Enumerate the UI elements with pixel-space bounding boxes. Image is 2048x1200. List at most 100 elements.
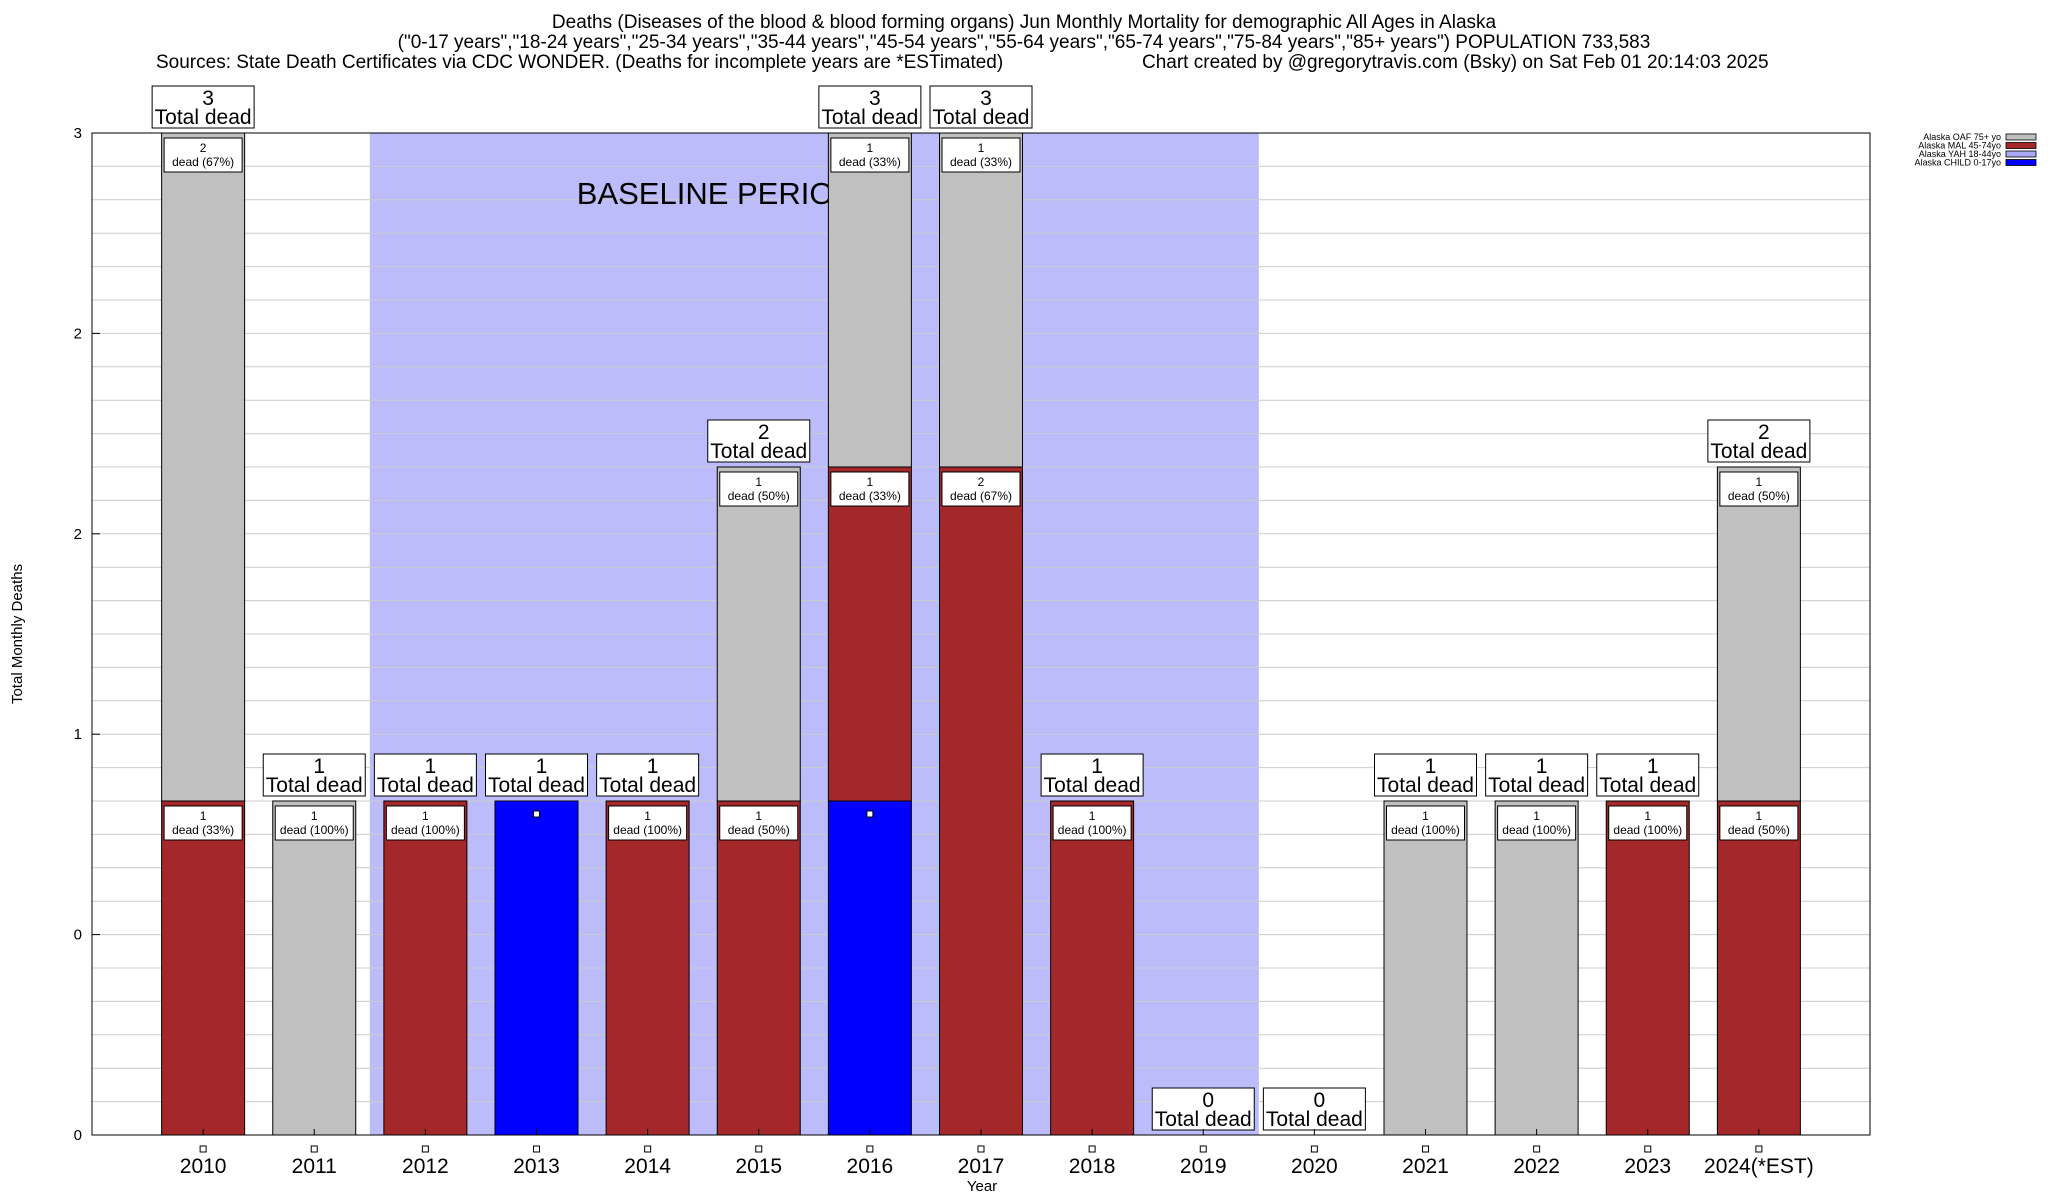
segment-label-count: 1 bbox=[311, 809, 318, 823]
x-tick-marker bbox=[533, 1145, 540, 1153]
segment-label-pct: dead (100%) bbox=[613, 823, 682, 837]
legend-entry-label: Alaska YAH 18-44yo bbox=[1919, 149, 2001, 159]
segment-label-box bbox=[1052, 805, 1132, 841]
segment-label-pct: dead (100%) bbox=[1502, 823, 1571, 837]
total-label-count: 3 bbox=[869, 87, 881, 110]
total-label-box bbox=[1040, 753, 1144, 797]
x-tick-marker bbox=[1310, 1145, 1318, 1153]
segment-label-box bbox=[941, 137, 1021, 173]
total-label-box bbox=[1262, 1087, 1366, 1131]
baseline-period-label: BASELINE PERIOD bbox=[577, 176, 856, 211]
total-label-count: 0 bbox=[1202, 1089, 1214, 1112]
total-label-text: Total dead bbox=[933, 106, 1030, 129]
segment-label-pct: dead (100%) bbox=[1613, 823, 1682, 837]
segment-label-pct: dead (100%) bbox=[391, 823, 460, 837]
total-label-count: 1 bbox=[1091, 755, 1103, 778]
total-label-box bbox=[151, 85, 255, 129]
y-axis-label: Total Monthly Deaths bbox=[9, 564, 26, 704]
legend-swatch bbox=[2005, 142, 2037, 149]
segment-label-box bbox=[941, 471, 1021, 507]
total-label-box bbox=[1596, 753, 1700, 797]
total-label-count: 1 bbox=[1536, 755, 1548, 778]
segment-label-box bbox=[1719, 471, 1799, 507]
total-label-text: Total dead bbox=[377, 774, 474, 797]
x-tick-marker bbox=[1644, 1145, 1652, 1153]
segment-label-pct: dead (33%) bbox=[839, 155, 901, 169]
y-tick-label: 1 bbox=[74, 726, 82, 743]
bar-segment bbox=[1383, 800, 1468, 1136]
segment-label-count: 1 bbox=[755, 475, 762, 489]
total-label-count: 1 bbox=[1425, 755, 1437, 778]
total-label-text: Total dead bbox=[155, 106, 252, 129]
legend-swatch bbox=[2005, 150, 2037, 158]
total-label-box bbox=[1707, 419, 1811, 463]
title-line-3-sources: Sources: State Death Certificates via CD… bbox=[156, 52, 1004, 73]
bar-segment bbox=[1050, 800, 1135, 1136]
segment-label-box bbox=[830, 137, 910, 173]
segment-label-count: 1 bbox=[1756, 809, 1763, 823]
bar-segment bbox=[716, 800, 801, 1136]
bar-segment bbox=[272, 800, 357, 1136]
total-label-text: Total dead bbox=[1044, 774, 1141, 797]
total-label-text: Total dead bbox=[1710, 440, 1807, 463]
legend-entry-label: Alaska OAF 75+ yo bbox=[1923, 132, 2001, 142]
bar-segment bbox=[939, 132, 1023, 468]
total-label-text: Total dead bbox=[599, 774, 696, 797]
x-tick-label: 2021 bbox=[1402, 1155, 1449, 1178]
bar-segment bbox=[605, 800, 690, 1136]
total-label-text: Total dead bbox=[1488, 774, 1585, 797]
bar-segment bbox=[1716, 466, 1801, 802]
bar-segment bbox=[161, 800, 246, 1136]
x-tick-label: 2020 bbox=[1291, 1155, 1338, 1178]
bar-segment bbox=[827, 800, 912, 1136]
segment-label-box bbox=[830, 471, 910, 507]
segment-label-box bbox=[1719, 805, 1799, 841]
x-tick-label: 2018 bbox=[1069, 1155, 1116, 1178]
segment-label-count: 1 bbox=[978, 141, 985, 155]
bar-segment bbox=[383, 800, 468, 1136]
segment-label-count: 1 bbox=[200, 809, 207, 823]
segment-label-box bbox=[1608, 805, 1688, 841]
x-tick-label: 2019 bbox=[1180, 1155, 1227, 1178]
segment-label-count: 1 bbox=[644, 809, 651, 823]
total-label-text: Total dead bbox=[488, 774, 585, 797]
x-tick-marker bbox=[977, 1145, 985, 1153]
segment-label-count: 2 bbox=[978, 475, 985, 489]
x-tick-marker bbox=[310, 1145, 318, 1153]
bar-segment bbox=[827, 132, 912, 468]
segment-label-count: 1 bbox=[867, 141, 874, 155]
total-label-text: Total dead bbox=[266, 774, 363, 797]
segment-label-count: 1 bbox=[422, 809, 429, 823]
total-label-count: 2 bbox=[758, 421, 770, 444]
segment-label-pct: dead (50%) bbox=[1728, 489, 1790, 503]
segment-label-pct: dead (100%) bbox=[1058, 823, 1127, 837]
total-label-box bbox=[596, 753, 700, 797]
total-label-count: 2 bbox=[1758, 421, 1770, 444]
segment-label-count: 1 bbox=[1089, 809, 1096, 823]
total-label-box bbox=[818, 85, 922, 129]
segment-label-count: 1 bbox=[1533, 809, 1540, 823]
x-tick-label: 2016 bbox=[847, 1155, 894, 1178]
segment-label-pct: dead (100%) bbox=[280, 823, 349, 837]
segment-label-count: 2 bbox=[200, 141, 207, 155]
total-label-box bbox=[707, 419, 811, 463]
x-tick-marker bbox=[866, 1145, 874, 1153]
x-tick-label: 2017 bbox=[958, 1155, 1005, 1178]
segment-label-box bbox=[163, 137, 243, 173]
plot-border bbox=[91, 132, 1871, 1136]
x-tick-label: 2014 bbox=[624, 1155, 671, 1178]
x-tick-marker bbox=[1422, 1145, 1429, 1153]
total-label-count: 3 bbox=[202, 87, 214, 110]
total-label-box bbox=[485, 753, 588, 797]
total-label-count: 3 bbox=[980, 87, 992, 110]
segment-label-box bbox=[163, 805, 243, 841]
segment-label-box bbox=[385, 805, 465, 841]
x-axis-label: Year bbox=[967, 1178, 997, 1195]
total-label-text: Total dead bbox=[1155, 1108, 1252, 1131]
segment-label-pct: dead (33%) bbox=[839, 489, 901, 503]
title-line-3-credit: Chart created by @gregorytravis.com (Bsk… bbox=[1142, 52, 1769, 73]
title-line-2: ("0-17 years","18-24 years","25-34 years… bbox=[397, 32, 1651, 53]
segment-label-pct: dead (50%) bbox=[728, 823, 790, 837]
total-label-count: 1 bbox=[1647, 755, 1659, 778]
bar-segment bbox=[939, 466, 1023, 1136]
